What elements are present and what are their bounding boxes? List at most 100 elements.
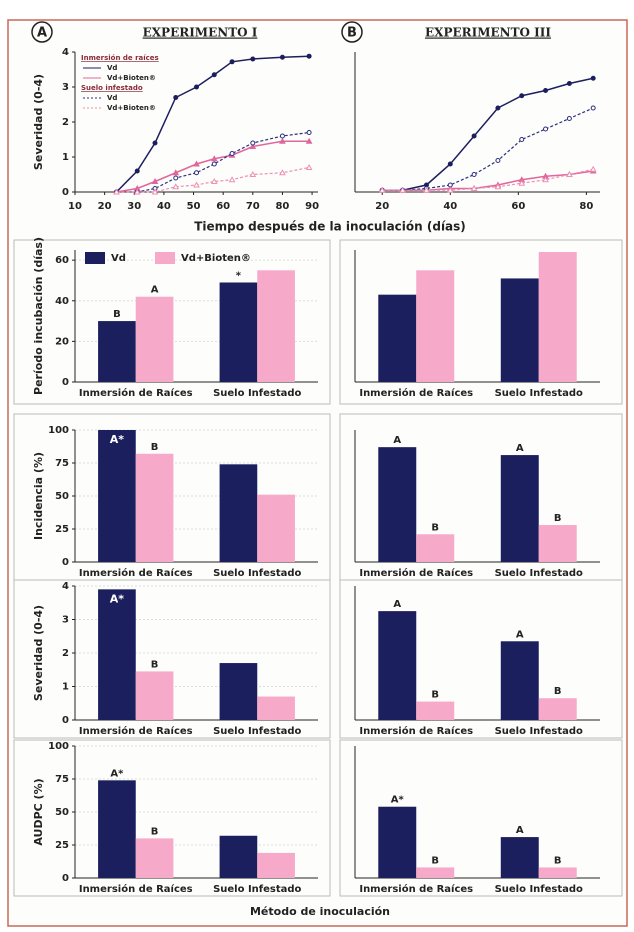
significance-letter: B — [151, 442, 159, 453]
bar — [500, 837, 539, 878]
y-axis-label: Severidad (0-4) — [32, 605, 45, 701]
marker — [193, 181, 200, 188]
significance-letter: B — [554, 855, 562, 866]
significance-letter: A — [516, 443, 524, 454]
marker — [471, 172, 477, 177]
marker — [471, 133, 477, 139]
marker — [519, 137, 525, 142]
y-axis-label: AUDPC (%) — [32, 778, 45, 845]
x-tick-label: Suelo Infestado — [495, 726, 583, 737]
bar — [219, 464, 258, 562]
significance-letter: A* — [110, 768, 124, 779]
x-tick-label: 20 — [375, 201, 389, 212]
marker — [447, 161, 453, 167]
marker — [173, 95, 179, 100]
x-axis-label: Método de inoculación — [250, 905, 390, 918]
legend-label: Vd+Bioten® — [107, 74, 156, 82]
legend-label: Vd+Bioten® — [107, 104, 156, 112]
marker — [543, 126, 549, 132]
x-tick-label: 70 — [246, 201, 260, 212]
panel-frame — [339, 239, 623, 405]
x-tick-label: Suelo Infestado — [495, 388, 583, 399]
bar — [500, 455, 539, 562]
significance-letter: B — [151, 659, 159, 670]
x-tick-label: Inmersión de Raíces — [359, 567, 473, 579]
bar — [538, 867, 577, 878]
panel-title: EXPERIMENTO I — [143, 26, 258, 40]
significance-letter: A* — [391, 795, 405, 806]
line — [116, 131, 310, 193]
marker — [305, 137, 313, 144]
bar — [416, 867, 455, 878]
legend-heading: Inmersión de raíces — [81, 54, 159, 62]
legend-swatch — [155, 252, 175, 264]
x-tick-label: Inmersión de Raíces — [79, 725, 193, 737]
y-axis-label: Incidencia (%) — [32, 452, 45, 540]
x-tick-label: 90 — [305, 201, 319, 212]
x-tick-label: 80 — [275, 201, 289, 212]
bar — [135, 296, 174, 382]
bar — [98, 321, 136, 382]
marker — [470, 184, 478, 191]
marker — [229, 151, 235, 156]
marker — [495, 105, 501, 111]
significance-letter: A — [151, 285, 159, 296]
bar — [378, 611, 417, 720]
marker — [173, 175, 179, 181]
bar — [219, 835, 258, 878]
legend-label: Vd — [107, 64, 117, 72]
y-tick-label: 0 — [62, 187, 69, 198]
significance-letter: B — [431, 522, 439, 533]
significance-letter: A — [516, 825, 524, 836]
y-tick-label: 20 — [55, 336, 69, 347]
marker — [399, 186, 406, 193]
bar — [538, 698, 577, 720]
marker — [279, 137, 286, 144]
x-tick-label: Inmersión de Raíces — [79, 883, 193, 895]
marker — [519, 93, 525, 99]
y-tick-label: 75 — [55, 458, 69, 469]
x-tick-label: 80 — [579, 201, 593, 212]
y-tick-label: 50 — [55, 491, 69, 502]
bar — [219, 663, 258, 720]
marker — [279, 133, 285, 139]
marker — [133, 188, 141, 195]
marker — [447, 182, 453, 188]
bar — [98, 589, 136, 720]
marker — [134, 168, 140, 174]
significance-letter: B — [554, 513, 562, 524]
marker — [228, 176, 236, 183]
significance-letter: * — [236, 270, 242, 281]
x-tick-label: Suelo Infestado — [495, 884, 583, 895]
marker — [306, 53, 312, 59]
marker — [279, 169, 286, 176]
significance-letter: B — [554, 686, 562, 697]
bar — [378, 294, 417, 382]
panel-frame — [339, 579, 623, 739]
y-tick-label: 3 — [62, 82, 69, 93]
x-tick-label: 60 — [216, 201, 230, 212]
x-tick-label: 50 — [187, 201, 201, 212]
y-tick-label: 0 — [62, 715, 69, 726]
marker — [494, 183, 502, 190]
y-tick-label: 50 — [55, 807, 69, 818]
x-tick-label: Suelo Infestado — [213, 388, 301, 399]
y-tick-label: 1 — [62, 682, 69, 693]
marker — [151, 188, 159, 195]
y-axis-label: Período incubación (días) — [32, 237, 45, 395]
marker — [518, 179, 526, 186]
marker — [249, 170, 257, 177]
y-tick-label: 1 — [62, 152, 69, 163]
legend-heading: Suelo infestado — [81, 84, 143, 92]
line — [116, 166, 310, 193]
marker — [589, 165, 597, 172]
bar — [538, 525, 577, 562]
y-tick-label: 25 — [55, 840, 69, 851]
bar — [135, 838, 174, 878]
marker — [211, 161, 217, 167]
panel-letter: B — [347, 26, 357, 41]
marker — [446, 186, 454, 193]
x-tick-label: 40 — [443, 201, 457, 212]
panel-letter: A — [37, 26, 47, 41]
